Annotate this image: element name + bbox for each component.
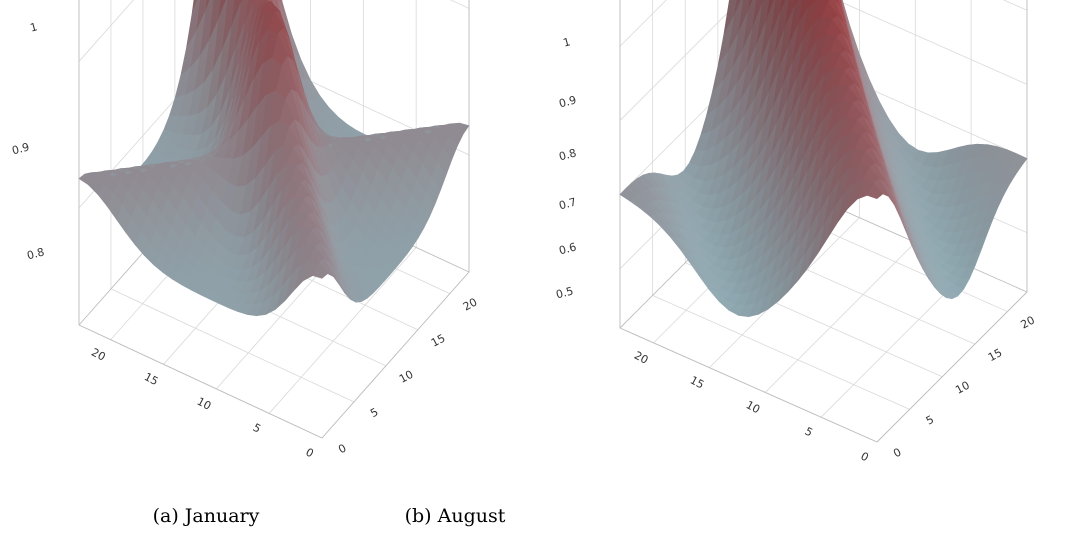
y-tick-label: 15 xyxy=(429,332,447,350)
y-tick-label: 20 xyxy=(1019,313,1037,331)
surface-plot-january-svg: 0 5 10 15 20 0 5 10 15 20 1 0.9 0.8 xyxy=(11,0,479,461)
floor-grid-x xyxy=(268,247,417,414)
wall-grid-horizontal xyxy=(78,0,470,62)
z-tick-label: 0.8 xyxy=(26,245,46,262)
surface-facet xyxy=(834,0,840,5)
surface xyxy=(78,0,470,317)
z-tick-label: 0.9 xyxy=(558,93,578,110)
floor-grid-y xyxy=(110,288,355,403)
z-tick-label: 0.9 xyxy=(11,140,31,157)
x-tick-label: 20 xyxy=(89,346,107,364)
x-tick-label: 0 xyxy=(304,446,316,461)
z-tick-label: 1 xyxy=(29,20,39,34)
caption-august: (b) August xyxy=(404,505,506,527)
surface-plot-august-svg: 0 5 10 15 20 0 5 10 15 20 1 0.9 0.8 0.7 0.6 0.5 xyxy=(555,0,1038,464)
y-tick-label: 20 xyxy=(461,296,479,314)
y-tick-label: 10 xyxy=(953,379,971,397)
surface-plot-august: 0 5 10 15 20 0 5 10 15 20 1 0.9 0.8 0.7 0.6 0.5 xyxy=(537,0,1073,539)
surface-plot-january: 0 5 10 15 20 0 5 10 15 20 1 0.9 0.8 xyxy=(0,0,536,539)
surface-facet xyxy=(839,0,847,25)
x-tick-label: 5 xyxy=(251,421,263,436)
x-tick-label: 10 xyxy=(744,398,762,416)
surface-facet xyxy=(279,0,281,2)
y-tick-label: 5 xyxy=(924,413,936,428)
box-edge xyxy=(321,271,470,439)
z-tick-label: 0.7 xyxy=(558,195,578,212)
y-tick-label: 0 xyxy=(891,446,903,461)
y-tick-label: 0 xyxy=(336,442,348,457)
x-tick-label: 5 xyxy=(803,425,815,440)
z-tick-label: 1 xyxy=(562,35,572,49)
floor-grid-x xyxy=(764,242,916,393)
y-tick-label: 5 xyxy=(368,405,380,420)
x-tick-label: 10 xyxy=(195,395,213,413)
tick-labels: 0 5 10 15 20 0 5 10 15 20 1 0.9 0.8 0.7 0.6 0.5 xyxy=(555,35,1038,464)
surface-facet xyxy=(281,0,283,2)
floor-grid-y xyxy=(652,295,910,410)
surface-facet xyxy=(279,0,287,21)
box-edge xyxy=(876,291,1028,443)
box-edge xyxy=(78,324,323,439)
z-tick-label: 0.5 xyxy=(555,284,575,301)
wall-grid-horizontal xyxy=(619,0,1028,121)
x-tick-label: 0 xyxy=(859,450,871,465)
z-tick-label: 0.8 xyxy=(558,146,578,163)
surface-facet xyxy=(619,188,637,202)
x-tick-label: 20 xyxy=(632,349,650,367)
caption-january: (a) January xyxy=(152,505,260,527)
surface-facet xyxy=(78,173,95,186)
y-tick-label: 10 xyxy=(397,368,415,386)
surface-facet xyxy=(836,0,846,21)
surface-facet xyxy=(840,0,843,8)
surface-facet xyxy=(841,0,844,7)
surface xyxy=(619,0,1028,318)
y-tick-label: 15 xyxy=(986,346,1004,364)
surface-facet xyxy=(841,0,850,24)
surface-facet xyxy=(839,0,842,4)
x-tick-label: 15 xyxy=(142,370,160,388)
x-tick-label: 15 xyxy=(688,374,706,392)
box-edge xyxy=(619,327,878,443)
z-tick-label: 0.6 xyxy=(558,240,578,257)
